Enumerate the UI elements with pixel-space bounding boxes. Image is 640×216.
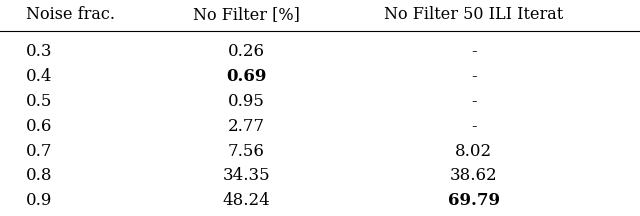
Text: -: -	[471, 118, 476, 135]
Text: 2.77: 2.77	[228, 118, 265, 135]
Text: 0.5: 0.5	[26, 93, 52, 110]
Text: 38.62: 38.62	[450, 167, 497, 184]
Text: 0.26: 0.26	[228, 43, 265, 60]
Text: 8.02: 8.02	[455, 143, 492, 160]
Text: 0.7: 0.7	[26, 143, 52, 160]
Text: 7.56: 7.56	[228, 143, 265, 160]
Text: 0.95: 0.95	[228, 93, 265, 110]
Text: No Filter [%]: No Filter [%]	[193, 6, 300, 24]
Text: Noise frac.: Noise frac.	[26, 6, 115, 24]
Text: 69.79: 69.79	[447, 192, 500, 209]
Text: 0.4: 0.4	[26, 68, 52, 85]
Text: No Filter 50 ILI Iterat: No Filter 50 ILI Iterat	[384, 6, 563, 24]
Text: 0.6: 0.6	[26, 118, 52, 135]
Text: 0.3: 0.3	[26, 43, 52, 60]
Text: 48.24: 48.24	[223, 192, 270, 209]
Text: -: -	[471, 68, 476, 85]
Text: 34.35: 34.35	[223, 167, 270, 184]
Text: 0.69: 0.69	[226, 68, 267, 85]
Text: 0.8: 0.8	[26, 167, 52, 184]
Text: -: -	[471, 93, 476, 110]
Text: 0.9: 0.9	[26, 192, 52, 209]
Text: -: -	[471, 43, 476, 60]
